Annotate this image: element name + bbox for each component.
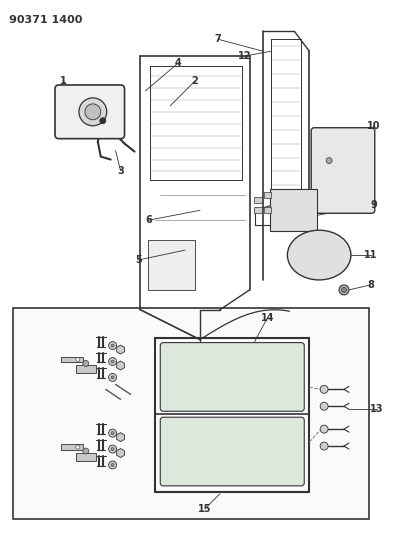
Circle shape bbox=[83, 360, 89, 367]
Text: 11: 11 bbox=[364, 250, 378, 260]
Bar bbox=[61, 357, 83, 362]
Text: 90371 1400: 90371 1400 bbox=[10, 15, 83, 25]
Circle shape bbox=[109, 445, 117, 453]
Text: 12: 12 bbox=[238, 51, 251, 61]
FancyBboxPatch shape bbox=[160, 417, 304, 486]
Circle shape bbox=[111, 464, 114, 466]
Circle shape bbox=[320, 385, 328, 393]
Bar bbox=[76, 453, 96, 461]
Bar bbox=[254, 207, 262, 213]
Circle shape bbox=[111, 360, 114, 363]
Circle shape bbox=[109, 429, 117, 437]
Polygon shape bbox=[148, 240, 195, 290]
Circle shape bbox=[341, 287, 347, 293]
Text: 15: 15 bbox=[198, 504, 212, 514]
Bar bbox=[13, 308, 369, 519]
FancyBboxPatch shape bbox=[270, 189, 317, 231]
Bar bbox=[264, 207, 272, 213]
Bar bbox=[254, 197, 262, 203]
Text: 2: 2 bbox=[192, 76, 198, 86]
Circle shape bbox=[109, 342, 117, 350]
Circle shape bbox=[111, 344, 114, 347]
Circle shape bbox=[76, 445, 80, 449]
Text: 9: 9 bbox=[370, 200, 377, 211]
FancyBboxPatch shape bbox=[55, 85, 125, 139]
FancyBboxPatch shape bbox=[311, 128, 375, 213]
Text: 7: 7 bbox=[214, 34, 221, 44]
Text: 5: 5 bbox=[135, 255, 142, 265]
Text: 6: 6 bbox=[145, 215, 152, 225]
Circle shape bbox=[109, 374, 117, 382]
Circle shape bbox=[320, 402, 328, 410]
Circle shape bbox=[320, 442, 328, 450]
Circle shape bbox=[320, 425, 328, 433]
Bar bbox=[76, 366, 96, 374]
Text: 14: 14 bbox=[261, 313, 274, 323]
Text: 13: 13 bbox=[370, 404, 384, 414]
Text: 8: 8 bbox=[367, 280, 374, 290]
Text: 1: 1 bbox=[60, 76, 66, 86]
Circle shape bbox=[76, 358, 80, 361]
Circle shape bbox=[339, 285, 349, 295]
Bar bbox=[264, 192, 272, 198]
Circle shape bbox=[111, 432, 114, 434]
Text: 10: 10 bbox=[367, 121, 380, 131]
Text: 3: 3 bbox=[117, 166, 124, 175]
Circle shape bbox=[111, 376, 114, 379]
Ellipse shape bbox=[287, 230, 351, 280]
Circle shape bbox=[100, 118, 106, 124]
FancyBboxPatch shape bbox=[160, 343, 304, 411]
Circle shape bbox=[326, 158, 332, 164]
Circle shape bbox=[85, 104, 101, 120]
Circle shape bbox=[79, 98, 107, 126]
Text: 4: 4 bbox=[175, 58, 181, 68]
Circle shape bbox=[83, 448, 89, 454]
Circle shape bbox=[111, 448, 114, 450]
Bar bbox=[61, 444, 83, 450]
Circle shape bbox=[109, 358, 117, 366]
Circle shape bbox=[109, 461, 117, 469]
